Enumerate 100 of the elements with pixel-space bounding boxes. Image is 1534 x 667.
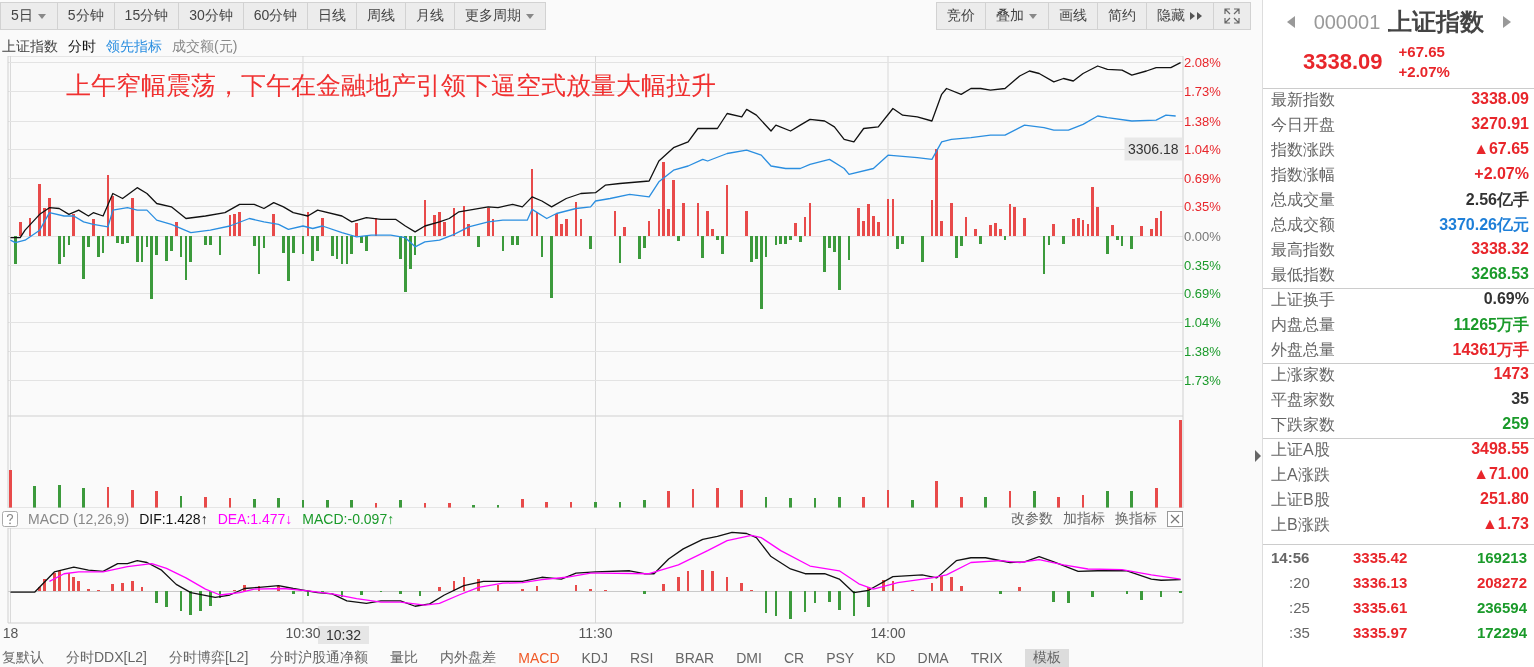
text: 2.56亿手 xyxy=(1465,190,1529,210)
bar xyxy=(1154,487,1158,508)
bar xyxy=(121,236,124,244)
bar xyxy=(823,236,826,272)
bar xyxy=(745,211,748,236)
text: 上证指数 xyxy=(1388,7,1485,37)
y-tick-label: 0.35% xyxy=(1184,257,1222,273)
bar xyxy=(360,591,363,596)
bar xyxy=(959,236,963,246)
bar xyxy=(291,236,295,253)
y-tick-label: 0.35% xyxy=(1184,199,1222,215)
bar xyxy=(935,480,939,508)
text: 3335.97 xyxy=(1353,624,1408,641)
text: 模板 xyxy=(1024,648,1069,667)
bar xyxy=(998,229,1002,236)
text: 169213 xyxy=(1476,549,1527,566)
text: 领先指标 xyxy=(106,38,162,56)
y-tick-label: 1.04% xyxy=(1184,141,1222,157)
bar xyxy=(979,236,983,245)
text: 复默认 xyxy=(2,648,44,667)
bar xyxy=(1149,228,1153,236)
bar xyxy=(1057,496,1061,508)
bar xyxy=(642,591,646,595)
bar xyxy=(798,236,802,242)
text: 总成交额 xyxy=(1271,215,1335,235)
bar xyxy=(755,236,758,259)
y-tick-label: 1.73% xyxy=(1184,84,1222,100)
text: 251.80 xyxy=(1480,490,1529,508)
bar xyxy=(204,497,207,508)
text: 3268.53 xyxy=(1471,265,1529,283)
bar xyxy=(867,204,870,236)
text: KDJ xyxy=(581,649,608,666)
bar xyxy=(784,236,787,244)
bar xyxy=(862,221,865,236)
text: 今日开盘 xyxy=(1271,115,1335,135)
bar xyxy=(165,236,168,261)
bar xyxy=(1110,225,1114,236)
bar xyxy=(623,226,627,236)
text: CR xyxy=(783,649,805,666)
bar xyxy=(837,591,841,610)
bar xyxy=(350,500,354,508)
bar xyxy=(1096,206,1100,236)
bar xyxy=(135,236,139,262)
bar xyxy=(706,211,709,236)
text: 5分钟 xyxy=(67,7,104,25)
bar xyxy=(1018,587,1022,592)
text: 最高指数 xyxy=(1271,240,1335,260)
text: 3338.09 xyxy=(1303,49,1383,75)
text: 000001 xyxy=(1313,10,1381,34)
text: 上午窄幅震荡，下午在金融地产引领下逼空式放量大幅拉升 xyxy=(66,71,716,99)
text: 上证换手 xyxy=(1271,290,1335,310)
bar xyxy=(82,487,85,508)
bar xyxy=(867,591,870,608)
bar xyxy=(311,236,315,261)
bar xyxy=(155,591,159,604)
bar xyxy=(130,581,134,592)
bar xyxy=(233,213,237,236)
bar xyxy=(681,202,685,236)
bar xyxy=(1130,491,1134,508)
bar xyxy=(516,236,519,246)
text: 上B涨跌 xyxy=(1271,515,1330,535)
bar xyxy=(740,582,744,592)
text: 15分钟 xyxy=(124,7,169,25)
bar xyxy=(111,583,115,592)
bar xyxy=(1140,226,1143,236)
bar xyxy=(155,236,159,256)
bar xyxy=(1130,236,1134,250)
bar xyxy=(57,570,61,592)
text: 分时 xyxy=(68,38,96,56)
bar xyxy=(87,236,90,247)
bar xyxy=(954,236,958,258)
bar xyxy=(677,236,680,241)
bar xyxy=(57,485,61,508)
text: :20 xyxy=(1289,574,1310,591)
text: +67.65 xyxy=(1398,42,1446,62)
bar xyxy=(1067,591,1070,604)
text: 画线 xyxy=(1059,7,1087,25)
bar xyxy=(789,498,792,508)
text: 3270.91 xyxy=(1471,115,1529,133)
text: TRIX xyxy=(970,649,1003,666)
bar xyxy=(667,491,670,508)
bar xyxy=(1091,186,1095,236)
text: 分时沪股通净额 xyxy=(270,648,369,667)
bar xyxy=(789,236,792,241)
text: 改参数 xyxy=(1011,510,1053,528)
text: 3370.26亿元 xyxy=(1439,215,1529,235)
bar xyxy=(189,236,193,262)
bar xyxy=(828,236,831,248)
bar xyxy=(1023,217,1026,236)
bar xyxy=(901,236,904,245)
bar xyxy=(833,236,836,252)
bar xyxy=(121,582,124,592)
text: 内盘总量 xyxy=(1271,315,1335,335)
bar xyxy=(1062,236,1065,245)
bar xyxy=(399,500,402,508)
bar xyxy=(779,236,783,244)
bar xyxy=(204,236,207,246)
text: 259 xyxy=(1502,415,1529,433)
bar xyxy=(701,569,705,592)
bar xyxy=(169,236,173,251)
